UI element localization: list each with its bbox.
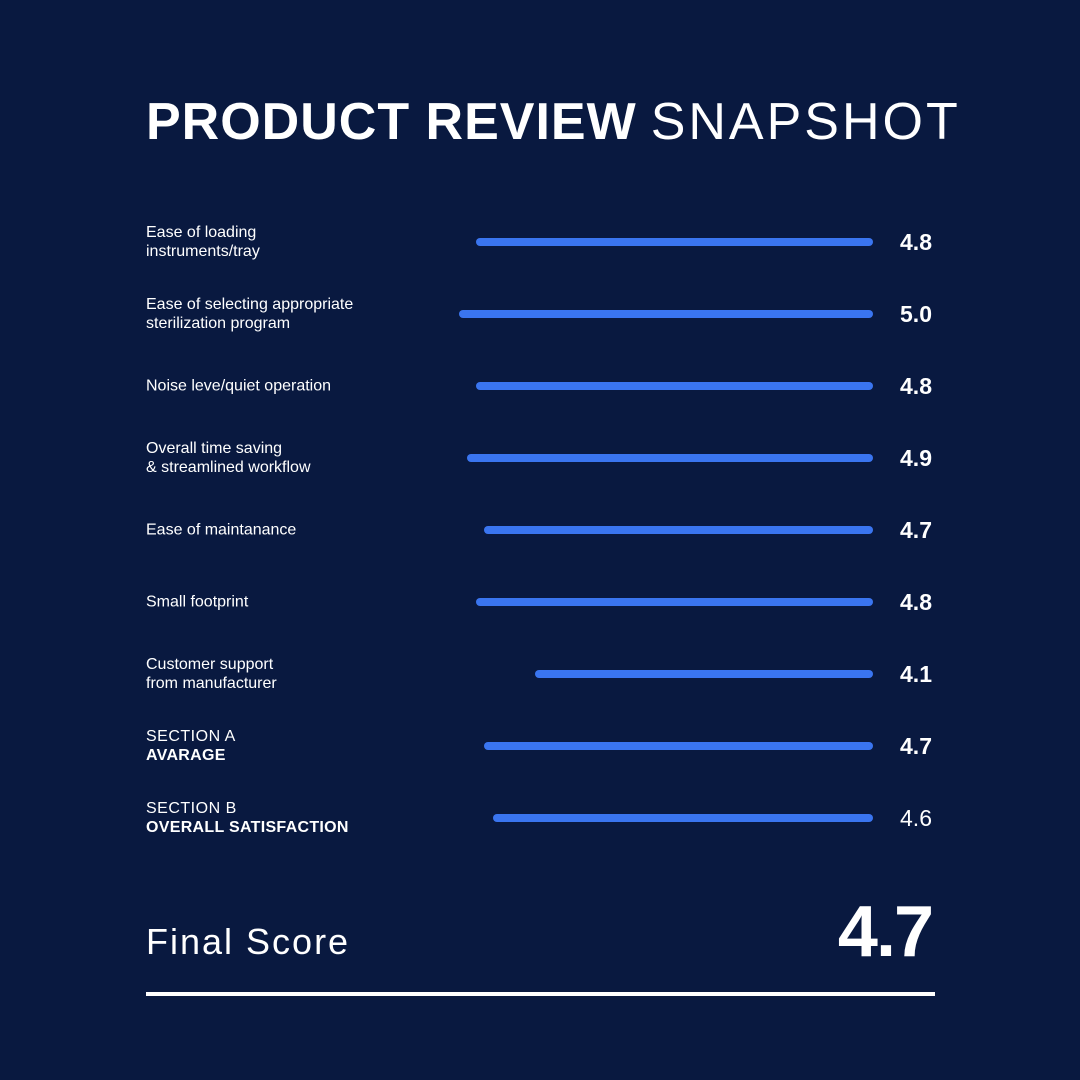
rating-row: Customer support from manufacturer 4.1	[146, 650, 936, 698]
rating-value: 4.7	[900, 733, 932, 759]
rating-label-line: Ease of loading	[146, 224, 257, 241]
rating-row: Ease of maintanance 4.7	[146, 506, 936, 554]
title-bold: PRODUCT REVIEW	[146, 93, 637, 151]
rating-bar	[475, 598, 873, 606]
rating-row: Noise leve/quiet operation 4.8	[146, 362, 936, 410]
rating-label: Overall time saving & streamlined workflo…	[146, 439, 436, 477]
rating-label-line: Ease of maintanance	[146, 521, 297, 539]
rating-label: SECTION B OVERALL SATISFACTION	[146, 799, 436, 837]
rating-row: Ease of loading instruments/tray 4.8	[146, 218, 936, 266]
final-score-value: 4.7	[837, 892, 934, 972]
rating-label: Ease of maintanance	[146, 521, 436, 540]
rating-bar	[484, 742, 873, 750]
section-subtitle: OVERALL SATISFACTION	[146, 819, 349, 836]
section-heading: SECTION A	[146, 728, 236, 745]
rating-label-line: from manufacturer	[146, 675, 277, 692]
rating-label-line: Customer support	[146, 656, 274, 673]
rating-value: 4.8	[900, 373, 932, 399]
rating-bar	[458, 310, 873, 318]
rating-value: 4.6	[900, 805, 932, 831]
rating-row: SECTION A AVARAGE 4.7	[146, 722, 936, 770]
rating-label-line: Noise leve/quiet operation	[146, 377, 332, 395]
rating-bar	[475, 382, 873, 390]
rating-value: 4.8	[900, 229, 932, 255]
rating-value: 5.0	[900, 301, 932, 327]
rating-value: 4.7	[900, 517, 932, 543]
rating-label-line: sterilization program	[146, 315, 291, 332]
rating-value: 4.9	[900, 445, 932, 471]
rating-bar	[467, 454, 873, 462]
rating-bar	[475, 238, 873, 246]
rating-value: 4.8	[900, 589, 932, 615]
rating-label: Small footprint	[146, 593, 436, 612]
rating-label: Noise leve/quiet operation	[146, 377, 436, 396]
rating-label-line: Small footprint	[146, 593, 249, 611]
rating-label-line: Ease of selecting appropriate	[146, 296, 354, 313]
rating-label-line: instruments/tray	[146, 243, 260, 260]
title-light: SNAPSHOT	[650, 93, 961, 151]
rating-bar	[484, 526, 873, 534]
rating-row: Overall time saving & streamlined workflo…	[146, 434, 936, 482]
rating-row: SECTION B OVERALL SATISFACTION 4.6	[146, 794, 936, 842]
rating-bar	[535, 670, 873, 678]
section-heading: SECTION B	[146, 800, 237, 817]
rating-row: Ease of selecting appropriate sterilizati…	[146, 290, 936, 338]
final-score-divider	[146, 992, 935, 996]
rating-label-line: Overall time saving	[146, 440, 283, 457]
rating-bar	[492, 814, 873, 822]
rating-row: Small footprint 4.8	[146, 578, 936, 626]
rating-label: SECTION A AVARAGE	[146, 727, 436, 765]
rating-value: 4.1	[900, 661, 932, 687]
rating-label: Customer support from manufacturer	[146, 655, 436, 693]
rating-label: Ease of selecting appropriate sterilizati…	[146, 295, 436, 333]
final-score-label: Final Score	[146, 921, 351, 962]
rating-label-line: & streamlined workflow	[146, 459, 311, 476]
chart-title: PRODUCT REVIEW SNAPSHOT	[146, 92, 961, 152]
section-subtitle: AVARAGE	[146, 747, 226, 764]
rating-label: Ease of loading instruments/tray	[146, 223, 436, 261]
